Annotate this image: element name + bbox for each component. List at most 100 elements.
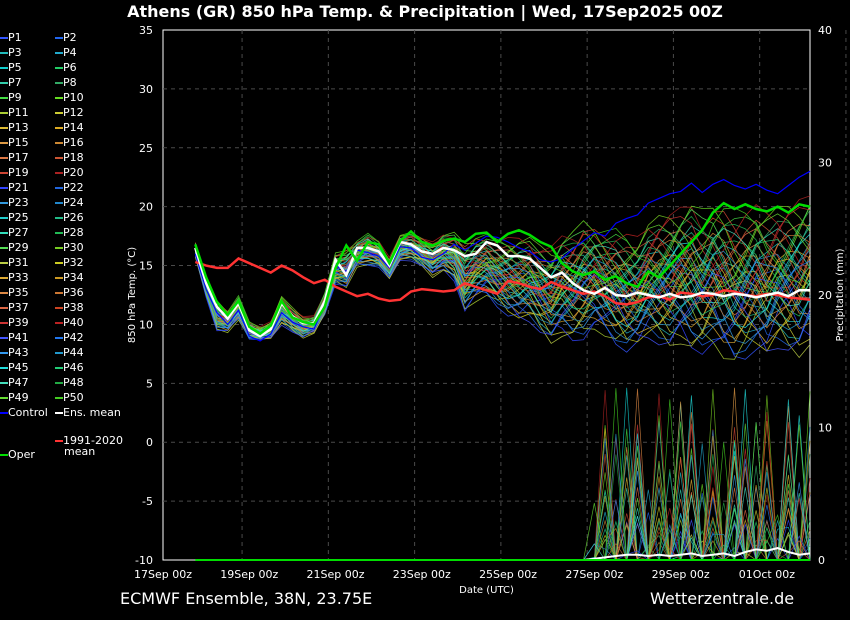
legend-swatch: [0, 52, 8, 54]
legend-item-p40: P40: [55, 316, 84, 329]
legend-swatch: [0, 292, 8, 294]
legend-swatch: [55, 52, 63, 54]
legend-item-p48: P48: [55, 376, 84, 389]
legend-label: P6: [63, 61, 77, 74]
legend-label: P21: [8, 181, 29, 194]
x-tick-label: 25Sep 00z: [479, 568, 537, 581]
legend-swatch: [55, 172, 63, 174]
legend-label: P27: [8, 226, 29, 239]
y-tick-label: 10: [139, 318, 153, 331]
legend-item-climate-mean-line2: mean: [64, 445, 96, 458]
legend-label: 1991-2020: [63, 434, 123, 447]
legend-swatch: [0, 337, 8, 339]
legend-swatch: [55, 440, 63, 442]
legend-label: P10: [63, 91, 84, 104]
legend-swatch: [0, 82, 8, 84]
legend-item-p10: P10: [55, 91, 84, 104]
legend-label: P44: [63, 346, 84, 359]
legend-item-p22: P22: [55, 181, 84, 194]
legend-swatch: [55, 412, 63, 414]
x-tick-label: 17Sep 00z: [134, 568, 192, 581]
legend-item-p29: P29: [0, 241, 29, 254]
legend-item-p37: P37: [0, 301, 29, 314]
legend-swatch: [0, 232, 8, 234]
legend-item-control: Control: [0, 406, 48, 419]
precip-member-44: [195, 433, 810, 561]
legend-label: P43: [8, 346, 29, 359]
legend-item-p6: P6: [55, 61, 77, 74]
legend-item-oper: Oper: [0, 448, 35, 461]
legend-label: P12: [63, 106, 84, 119]
member-line-43: [194, 244, 811, 340]
legend-label: P31: [8, 256, 29, 269]
legend-swatch: [0, 142, 8, 144]
legend-item-p32: P32: [55, 256, 84, 269]
legend-label: P5: [8, 61, 22, 74]
legend-label: P32: [63, 256, 84, 269]
legend-item-p9: P9: [0, 91, 22, 104]
legend-swatch: [0, 247, 8, 249]
x-tick-label: 19Sep 00z: [220, 568, 278, 581]
legend-item-p18: P18: [55, 151, 84, 164]
legend-item-p25: P25: [0, 211, 29, 224]
legend-item-p46: P46: [55, 361, 84, 374]
legend-swatch: [0, 202, 8, 204]
legend-swatch: [0, 127, 8, 129]
legend-item-p23: P23: [0, 196, 29, 209]
legend-item-p24: P24: [55, 196, 84, 209]
member-line-13: [194, 249, 811, 345]
legend-swatch: [0, 277, 8, 279]
climate-mean-line: [194, 257, 811, 306]
legend-swatch: [0, 187, 8, 189]
legend-label: P50: [63, 391, 84, 404]
legend-label: P36: [63, 286, 84, 299]
legend-label: P17: [8, 151, 29, 164]
legend-swatch: [55, 187, 63, 189]
legend-item-p2: P2: [55, 31, 77, 44]
legend-swatch: [0, 67, 8, 69]
y-tick-label: 35: [139, 24, 153, 37]
legend-item-p50: P50: [55, 391, 84, 404]
y-tick-label: -5: [142, 495, 153, 508]
member-line-48: [194, 209, 811, 336]
control-line: [194, 170, 811, 342]
oper-line: [194, 201, 811, 336]
y2-tick-label: 20: [818, 289, 832, 302]
y2-tick-label: 10: [818, 422, 832, 435]
legend-item-p13: P13: [0, 121, 29, 134]
legend-label: P26: [63, 211, 84, 224]
legend-item-p45: P45: [0, 361, 29, 374]
legend-swatch: [0, 454, 8, 456]
legend-swatch: [0, 262, 8, 264]
legend-swatch: [0, 217, 8, 219]
legend-swatch: [55, 367, 63, 369]
legend-swatch: [55, 157, 63, 159]
legend-swatch: [55, 262, 63, 264]
legend-item-p33: P33: [0, 271, 29, 284]
y-tick-label: 0: [146, 436, 153, 449]
member-line-42: [194, 248, 811, 355]
legend-swatch: [55, 97, 63, 99]
legend-item-p21: P21: [0, 181, 29, 194]
legend-label: P2: [63, 31, 77, 44]
legend-label: P28: [63, 226, 84, 239]
x-axis-label: Date (UTC): [459, 585, 514, 596]
legend-swatch: [0, 97, 8, 99]
x-tick-label: 01Oct 00z: [739, 568, 796, 581]
y-tick-label: 20: [139, 201, 153, 214]
member-line-44: [194, 245, 811, 335]
source-credit: Wetterzentrale.de: [650, 589, 795, 608]
legend-label: P3: [8, 46, 22, 59]
legend-item-p16: P16: [55, 136, 84, 149]
legend-item-p8: P8: [55, 76, 77, 89]
legend-swatch: [55, 112, 63, 114]
legend-swatch: [55, 142, 63, 144]
member-line-47: [194, 228, 811, 332]
legend-swatch: [55, 382, 63, 384]
legend-label: P8: [63, 76, 77, 89]
y2-tick-label: 30: [818, 157, 832, 170]
legend-item-p3: P3: [0, 46, 22, 59]
legend-label: P25: [8, 211, 29, 224]
legend-item-p49: P49: [0, 391, 29, 404]
